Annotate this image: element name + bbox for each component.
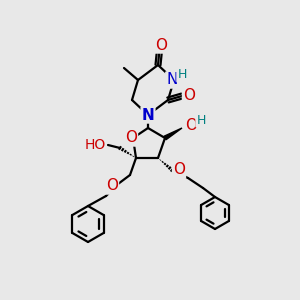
Text: O: O [173, 163, 185, 178]
Text: N: N [142, 107, 154, 122]
Text: O: O [125, 130, 137, 146]
Text: O: O [106, 178, 118, 194]
Text: HO: HO [84, 138, 106, 152]
Text: N: N [166, 73, 178, 88]
Text: O: O [155, 38, 167, 52]
Text: H: H [196, 113, 206, 127]
Polygon shape [164, 128, 182, 140]
Text: H: H [177, 68, 187, 82]
Text: O: O [185, 118, 197, 134]
Text: O: O [183, 88, 195, 104]
